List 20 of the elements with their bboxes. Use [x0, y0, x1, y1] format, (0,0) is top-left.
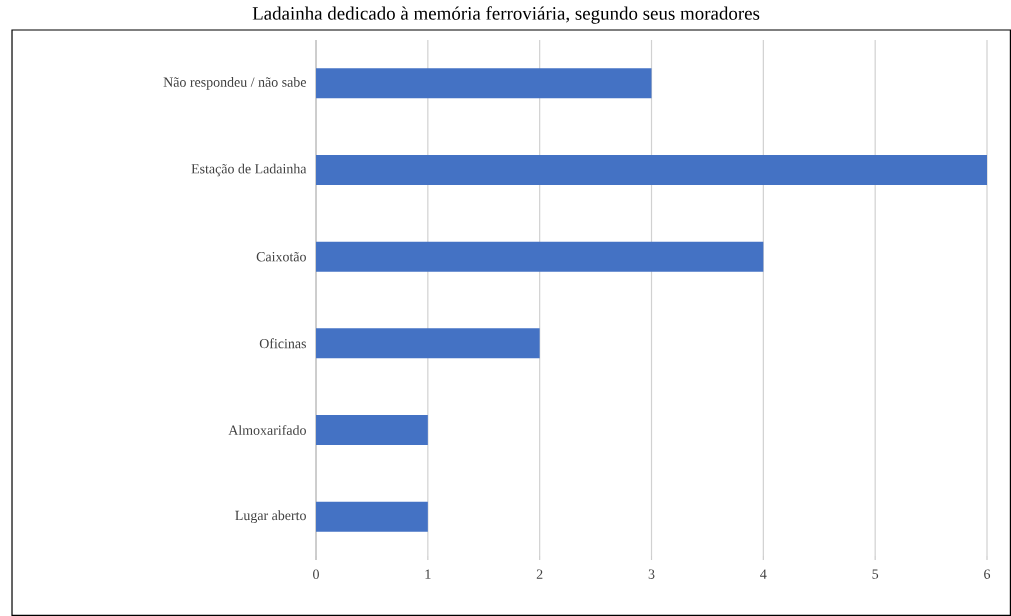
x-tick-label: 2: [536, 569, 543, 579]
x-tick-label: 4: [760, 569, 767, 579]
x-tick-label: 6: [984, 569, 991, 579]
bar: [316, 154, 987, 185]
y-tick-label: Não respondeu / não sabe: [163, 77, 306, 90]
y-tick-label: Lugar aberto: [235, 510, 306, 524]
x-tick-label: 3: [648, 569, 655, 579]
bar: [316, 414, 428, 445]
bar: [316, 501, 428, 532]
y-tick-label: Oficinas: [259, 338, 306, 349]
bar: [316, 328, 540, 359]
y-tick-label: Estação de Ladainha: [191, 163, 307, 177]
y-tick-label: Almoxarifado: [228, 425, 306, 435]
x-tick-label: 1: [425, 569, 431, 579]
bar: [316, 68, 652, 99]
x-tick-label: 0: [313, 569, 319, 579]
x-tick-label: 5: [872, 569, 879, 579]
bar: [316, 241, 764, 272]
y-tick-label: Caixotão: [256, 251, 306, 262]
chart-title: Ladainha dedicado à memória ferroviária, segundo seus moradores: [252, 6, 760, 24]
